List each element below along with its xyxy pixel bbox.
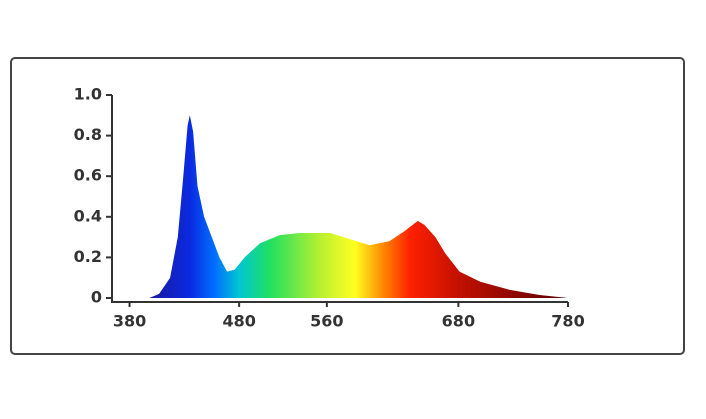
x-tick-label: 480 bbox=[222, 312, 255, 331]
x-tick-label: 560 bbox=[310, 312, 343, 331]
y-tick-label: 0.8 bbox=[74, 125, 102, 144]
x-tick-label: 380 bbox=[113, 312, 146, 331]
y-tick-label: 0.4 bbox=[74, 206, 102, 225]
x-tick-label: 680 bbox=[442, 312, 475, 331]
x-tick-label: 780 bbox=[551, 312, 584, 331]
spectrum-area bbox=[149, 115, 569, 298]
y-tick-label: 1.0 bbox=[74, 85, 102, 104]
y-tick-label: 0.2 bbox=[74, 247, 102, 266]
y-tick-label: 0.6 bbox=[74, 166, 102, 185]
y-tick-label: 0 bbox=[91, 288, 102, 307]
